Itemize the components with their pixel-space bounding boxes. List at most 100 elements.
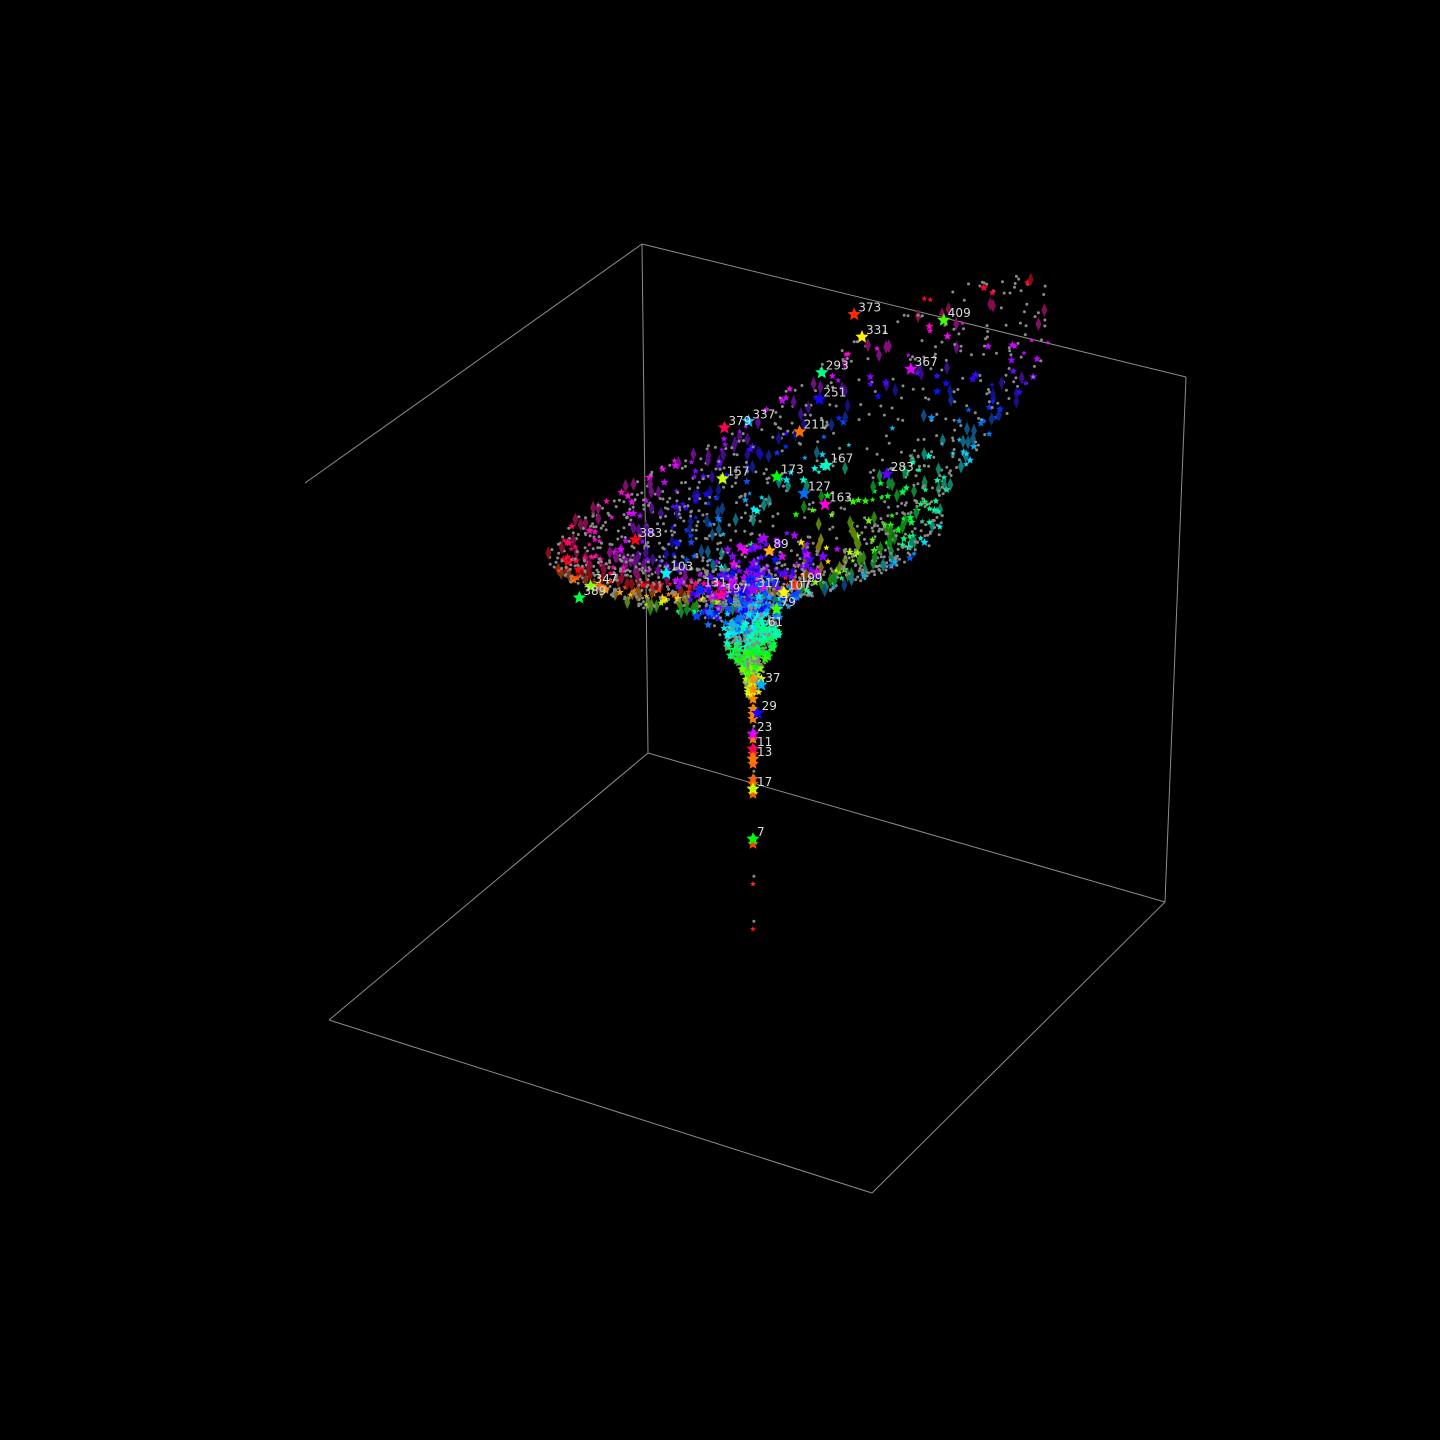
sheet-point [732,452,736,456]
point-label: 197 [725,582,748,596]
funnel-point [705,571,716,582]
sheet-point [802,582,806,586]
sheet-point [975,448,979,452]
sheet-point [676,491,680,494]
sheet-point [629,509,638,518]
funnel-point [779,571,786,578]
labeled-point-marker [746,582,760,596]
sheet-point [744,461,751,476]
sheet-point [668,534,675,549]
sheet-point [687,531,695,539]
point-label: 373 [858,300,881,314]
funnel-point [801,560,812,570]
sheet-point [866,380,874,387]
stem-point [747,693,759,704]
sheet-point [823,570,827,574]
sheet-point [768,502,772,506]
sheet-point [613,571,617,575]
sheet-point [707,534,711,538]
funnel-point [762,540,770,548]
sheet-point [781,484,785,488]
sheet-point [878,527,882,531]
sheet-point [607,565,611,569]
sheet-point [577,517,584,532]
sheet-point [624,595,631,610]
point-label: 167 [830,451,853,465]
funnel-point [702,586,708,593]
sheet-point [597,557,601,561]
sheet-point [568,536,571,540]
sheet-point [978,374,982,377]
sheet-point [869,470,872,474]
sheet-point [665,591,672,597]
funnel-point [817,550,829,562]
sheet-point [687,497,691,501]
sheet-point [714,532,718,536]
sheet-point [842,565,845,568]
sheet-point [658,465,667,473]
sheet-point [940,340,944,344]
point-label: 389 [583,584,606,598]
sheet-point [924,396,928,400]
sheet-point [840,567,844,571]
sheet-point [576,563,580,567]
sheet-point [653,604,657,608]
sheet-point [895,512,899,515]
sheet-point [560,567,564,570]
sheet-point [896,504,900,508]
point-cloud [545,272,1051,932]
sheet-point [1012,380,1016,384]
sheet-point [594,525,598,529]
sheet-point [658,564,662,568]
sheet-point [921,295,928,302]
sheet-point [818,463,825,469]
sheet-point [630,521,637,536]
sheet-point [1014,376,1018,380]
sheet-point [640,588,644,592]
sheet-point [907,518,916,526]
funnel-point [741,675,749,683]
funnel-point [780,564,784,568]
sheet-point [953,343,957,346]
sheet-point [886,514,890,518]
point-label: 317 [757,576,780,590]
sheet-point [898,557,902,561]
sheet-point [592,564,596,568]
sheet-point [989,382,995,387]
sheet-point [698,497,702,501]
sheet-point [873,390,877,393]
sheet-point [910,459,917,465]
sheet-point [883,500,887,504]
sheet-point [732,512,739,527]
sheet-point [694,492,701,499]
sheet-point [1018,370,1025,385]
sheet-point [679,516,683,520]
point-label: 127 [808,480,831,494]
sheet-point [782,475,791,484]
sheet-point [624,560,628,564]
funnel-point [739,640,743,644]
sheet-point [647,574,651,578]
sheet-point [913,540,917,544]
sheet-point [803,413,807,417]
sheet-point [896,547,900,551]
sheet-point [944,417,948,421]
sheet-point [879,571,883,575]
sheet-point [675,608,681,614]
sheet-point [921,486,925,490]
sheet-point [858,566,862,570]
sheet-point [599,526,603,530]
sheet-point [878,494,885,500]
sheet-point [646,541,650,544]
sheet-point [701,567,705,571]
sheet-point [883,548,887,552]
sheet-point [934,345,937,349]
sheet-point [879,555,883,559]
sheet-point [573,564,577,568]
sheet-point [596,546,600,550]
sheet-point [924,502,930,507]
sheet-point [829,381,833,385]
labeled-point-marker [937,313,951,326]
sheet-point [744,460,748,464]
sheet-point [760,428,764,432]
